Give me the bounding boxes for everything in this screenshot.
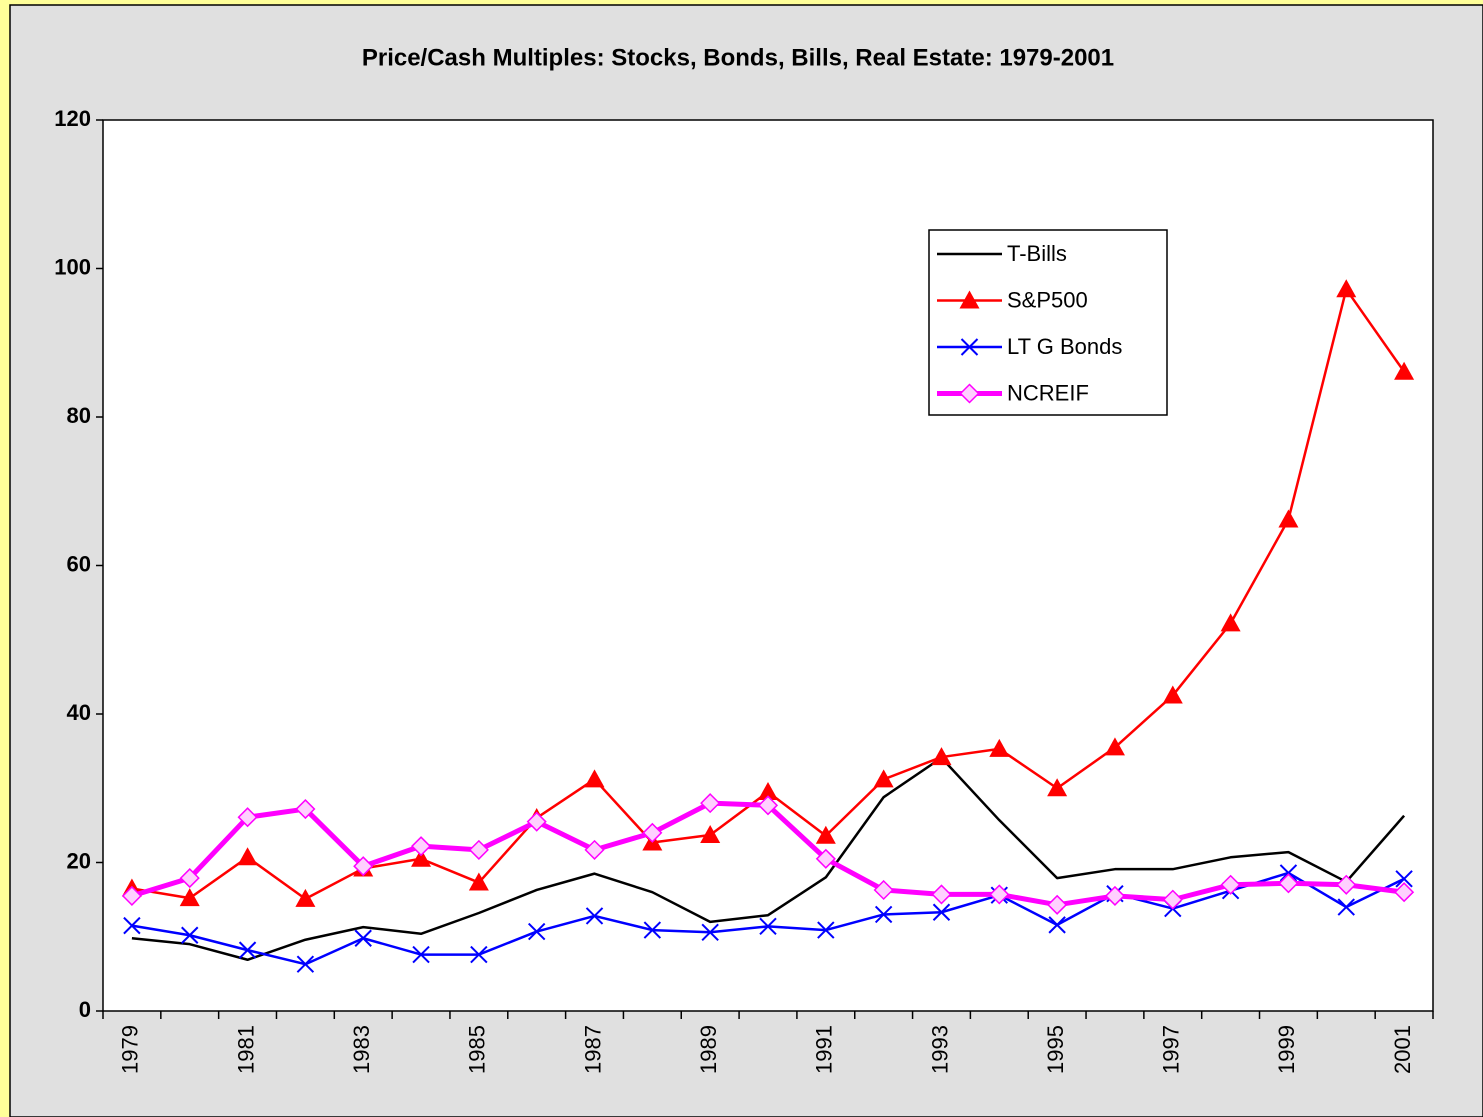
marker [700,825,721,844]
marker [758,781,778,800]
marker [237,847,258,866]
marker [584,839,605,860]
legend [928,229,1168,416]
marker [1220,874,1241,895]
marker [1104,885,1126,906]
legend-marker [960,338,979,356]
marker [931,884,952,905]
x-tick-label: 1997 [1159,1025,1184,1074]
marker [700,793,721,814]
marker [874,905,893,924]
marker [757,795,779,816]
marker [701,923,719,942]
marker [1278,873,1299,894]
marker [121,885,142,906]
marker [237,807,258,828]
marker [1104,737,1125,756]
marker [526,811,547,832]
marker [1395,870,1413,888]
marker [353,856,374,877]
marker [238,941,257,959]
x-tick-label: 1979 [118,1025,143,1074]
marker [817,921,835,939]
marker [815,825,836,844]
y-tick-label: 80 [67,403,91,428]
marker [179,868,200,889]
marker [354,929,372,947]
marker [1162,889,1183,910]
marker [295,798,316,820]
marker [643,921,662,939]
marker [931,747,952,766]
y-tick-label: 20 [67,848,91,873]
marker [468,839,489,860]
legend-label: LT G Bonds [1007,334,1122,359]
marker [527,922,546,941]
y-tick-label: 60 [67,551,91,576]
marker [873,879,894,901]
marker [584,769,605,788]
x-tick-label: 1991 [812,1025,837,1074]
marker [1220,613,1241,632]
x-tick-label: 1999 [1274,1025,1299,1074]
x-tick-label: 1983 [349,1025,374,1074]
marker [1336,279,1357,298]
marker [1048,916,1066,934]
marker [1278,509,1299,528]
marker [759,917,777,936]
legend-marker [959,290,980,309]
marker [468,872,489,891]
y-tick-label: 120 [54,106,91,131]
marker [1047,778,1068,797]
marker [410,836,432,857]
marker [295,888,316,907]
y-tick-label: 100 [54,254,91,279]
marker [815,848,836,869]
marker [1162,685,1183,704]
marker [1394,361,1415,380]
y-tick-label: 40 [67,700,91,725]
marker [873,769,894,788]
marker [642,822,663,843]
y-tick-label: 0 [79,997,91,1022]
chart-title: Price/Cash Multiples: Stocks, Bonds, Bil… [362,44,1114,71]
marker [1394,882,1415,903]
legend-label: T-Bills [1007,241,1067,266]
marker [411,848,432,867]
marker [585,907,604,925]
marker [296,955,315,973]
plot-area [102,119,1434,1012]
marker [412,945,430,964]
legend-marker [959,383,980,404]
x-tick-label: 1981 [233,1025,258,1074]
x-tick-label: 1989 [696,1025,721,1074]
marker [470,945,488,964]
legend-label: S&P500 [1007,287,1088,312]
marker [123,916,141,935]
marker [1279,864,1298,882]
x-tick-label: 1987 [580,1025,605,1074]
marker [1337,898,1355,916]
x-tick-label: 2001 [1390,1025,1415,1074]
x-tick-label: 1995 [1043,1025,1068,1074]
marker [989,884,1010,905]
marker [179,888,200,907]
legend-label: NCREIF [1007,380,1089,405]
marker [932,903,951,921]
marker [1336,874,1357,895]
series-line [131,756,1406,962]
x-tick-label: 1985 [465,1025,490,1074]
x-tick-label: 1993 [927,1025,952,1074]
marker [989,738,1010,757]
marker [181,926,199,944]
marker [1047,894,1068,915]
